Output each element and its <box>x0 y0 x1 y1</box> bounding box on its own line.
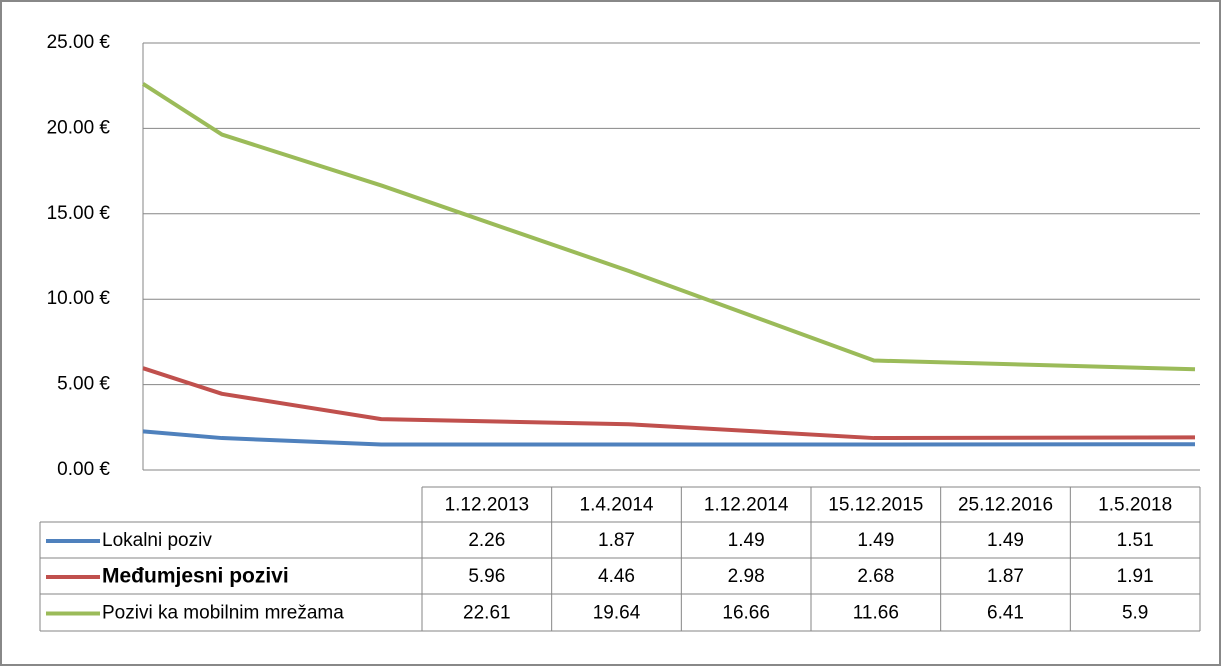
line-series <box>142 429 1196 447</box>
table-value: 1.87 <box>598 530 635 551</box>
table-value: 2.98 <box>728 566 765 587</box>
x-tick-label: 1.5.2018 <box>1098 495 1172 516</box>
table-value: 1.51 <box>1117 530 1154 551</box>
table-value: 1.87 <box>987 566 1024 587</box>
table-value: 2.68 <box>857 566 894 587</box>
y-tick-label: 0.00 € <box>57 459 110 480</box>
y-tick-label: 25.00 € <box>47 32 111 53</box>
x-tick-label: 1.12.2014 <box>704 495 789 516</box>
table-value: 22.61 <box>463 603 511 624</box>
y-tick-label: 10.00 € <box>47 288 111 309</box>
table-value: 4.46 <box>598 566 635 587</box>
y-tick-label: 5.00 € <box>57 374 110 395</box>
table-value: 5.9 <box>1122 603 1148 624</box>
line-series <box>142 366 1196 441</box>
y-tick-label: 20.00 € <box>47 117 111 138</box>
x-tick-label: 25.12.2016 <box>958 495 1053 516</box>
legend-label: Pozivi ka mobilnim mrežama <box>102 603 344 624</box>
legend-label: Međumjesni pozivi <box>102 565 289 588</box>
table-value: 5.96 <box>468 566 505 587</box>
x-tick-label: 1.12.2013 <box>445 495 530 516</box>
table-value: 1.49 <box>728 530 765 551</box>
table-value: 11.66 <box>853 603 899 624</box>
table-value: 6.41 <box>987 603 1024 624</box>
table-value: 1.49 <box>857 530 894 551</box>
table-value: 1.91 <box>1117 566 1154 587</box>
y-tick-label: 15.00 € <box>47 203 111 224</box>
x-tick-label: 15.12.2015 <box>828 495 923 516</box>
table-value: 16.66 <box>722 603 770 624</box>
legend-label: Lokalni poziv <box>102 530 212 551</box>
table-value: 2.26 <box>468 530 505 551</box>
table-value: 19.64 <box>593 603 641 624</box>
x-tick-label: 1.4.2014 <box>580 495 654 516</box>
line-series <box>141 82 1196 372</box>
table-value: 1.49 <box>987 530 1024 551</box>
